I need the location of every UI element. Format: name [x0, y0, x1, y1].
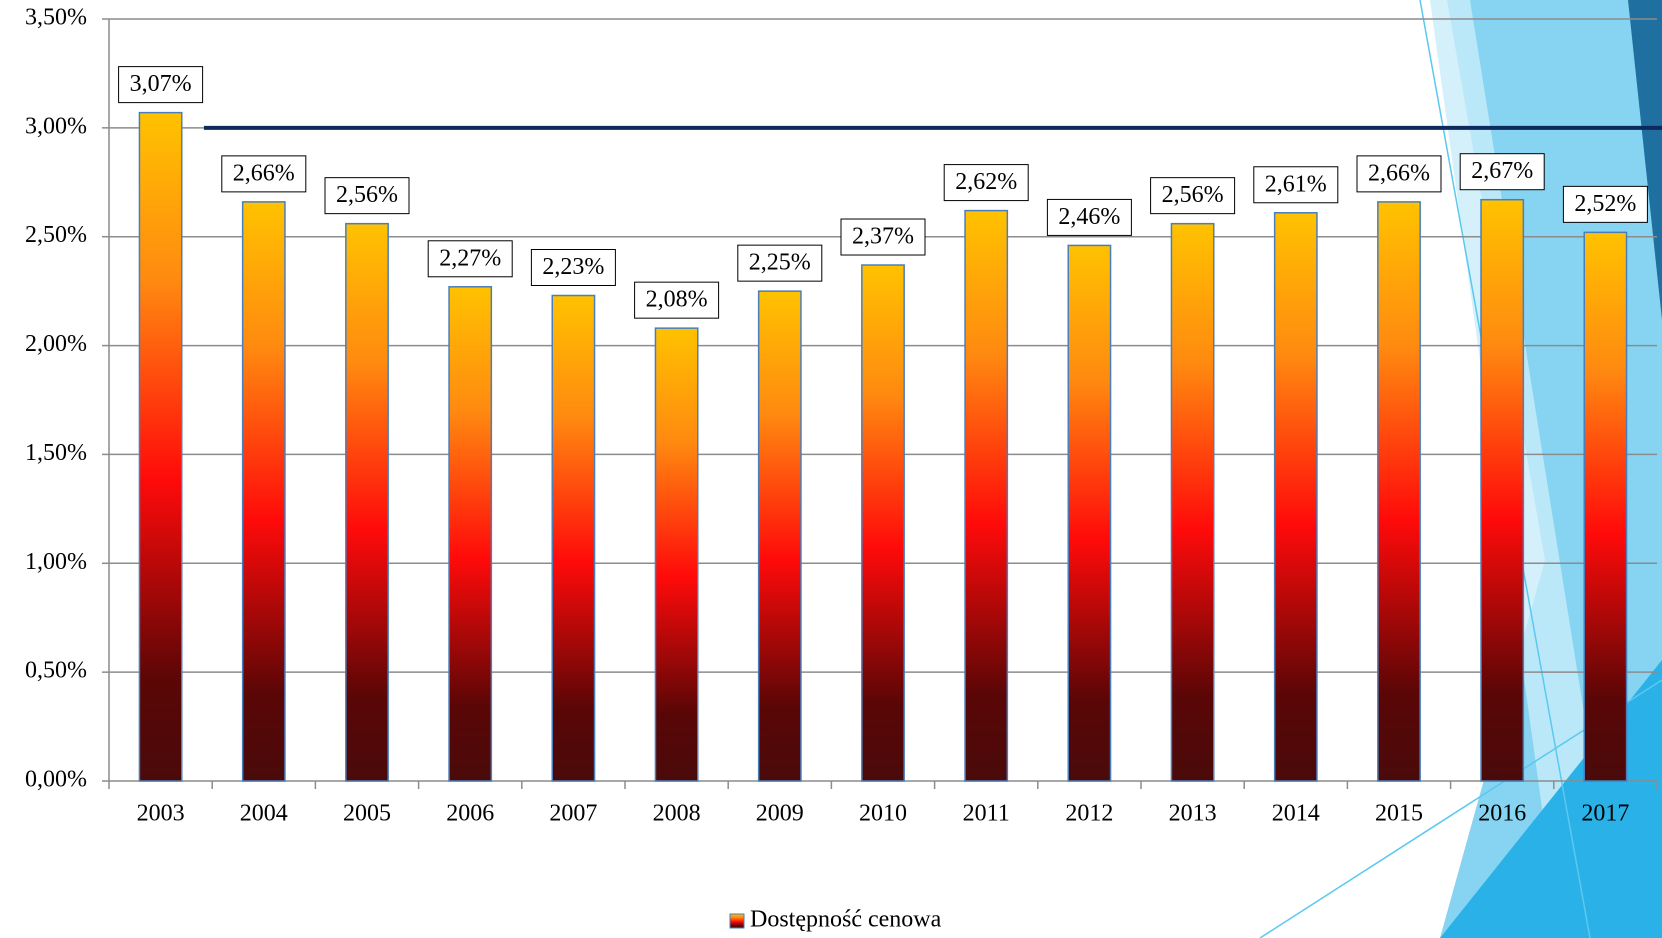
y-tick-label: 2,50% — [25, 222, 87, 248]
value-label-box — [1562, 185, 1648, 223]
legend-label: Dostępność cenowa — [750, 907, 942, 933]
x-tick-label: 2006 — [446, 801, 494, 827]
value-label-box — [943, 164, 1029, 202]
bar — [1067, 244, 1112, 782]
bar — [551, 294, 596, 782]
x-tick-label: 2009 — [756, 801, 804, 827]
value-label: 2,66% — [233, 160, 295, 186]
x-tick-label: 2010 — [859, 801, 907, 827]
value-label: 3,07% — [130, 71, 192, 97]
bar — [241, 201, 286, 782]
y-tick-label: 2,00% — [25, 331, 87, 357]
value-label-box — [530, 248, 616, 286]
bar — [448, 286, 493, 782]
bar — [1273, 212, 1318, 782]
value-label-box — [634, 281, 720, 319]
value-label: 2,62% — [955, 169, 1017, 195]
bar — [757, 290, 802, 782]
y-tick-label: 0,00% — [25, 767, 87, 793]
value-label-box — [118, 66, 204, 104]
value-label-box — [1253, 166, 1339, 204]
x-tick-label: 2014 — [1272, 801, 1320, 827]
value-label-box — [840, 218, 926, 256]
value-label-box — [1459, 153, 1545, 191]
x-tick-label: 2004 — [240, 801, 288, 827]
value-label: 2,61% — [1265, 171, 1327, 197]
bar — [1377, 201, 1421, 782]
value-label: 2,67% — [1471, 158, 1533, 184]
y-tick-label: 3,50% — [25, 5, 87, 31]
bar — [654, 327, 699, 782]
x-tick-label: 2007 — [549, 801, 597, 827]
bar — [861, 264, 905, 782]
x-tick-label: 2012 — [1065, 801, 1113, 827]
value-label: 2,27% — [439, 245, 501, 271]
bar — [345, 222, 389, 782]
y-tick-label: 1,00% — [25, 549, 87, 575]
value-label-box — [1356, 155, 1442, 193]
value-label-box — [1150, 177, 1236, 215]
value-label-box — [737, 244, 823, 282]
value-label-box — [427, 240, 513, 278]
value-label: 2,25% — [749, 250, 811, 276]
y-tick-label: 0,50% — [25, 658, 87, 684]
x-tick-label: 2016 — [1478, 801, 1526, 827]
y-tick-label: 1,50% — [25, 440, 87, 466]
legend-swatch — [729, 913, 745, 929]
x-tick-label: 2013 — [1169, 801, 1217, 827]
y-tick-label: 3,00% — [25, 113, 87, 139]
bar — [1583, 231, 1628, 782]
x-tick-label: 2017 — [1581, 801, 1629, 827]
value-label: 2,52% — [1574, 191, 1636, 217]
value-label: 2,23% — [542, 254, 604, 280]
x-tick-label: 2005 — [343, 801, 391, 827]
bar — [1170, 222, 1215, 782]
value-label: 2,56% — [1162, 182, 1224, 208]
bar — [964, 209, 1009, 782]
x-tick-label: 2008 — [653, 801, 701, 827]
x-tick-label: 2003 — [137, 801, 185, 827]
value-label: 2,37% — [852, 224, 914, 250]
value-label-box — [1046, 198, 1132, 236]
bar — [1480, 198, 1525, 782]
value-label: 2,08% — [646, 287, 708, 313]
value-label-box — [221, 155, 307, 193]
value-label: 2,66% — [1368, 160, 1430, 186]
value-label: 2,56% — [336, 182, 398, 208]
x-tick-label: 2011 — [963, 801, 1010, 827]
x-tick-label: 2015 — [1375, 801, 1423, 827]
value-label: 2,46% — [1058, 204, 1120, 230]
bar — [138, 111, 183, 782]
value-label-box — [324, 177, 410, 215]
